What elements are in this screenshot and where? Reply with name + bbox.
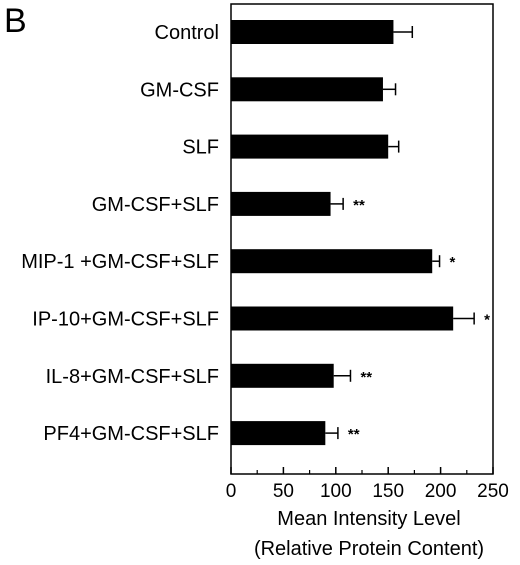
bars-group: ******** (231, 20, 490, 446)
x-axis-title: Mean Intensity Level (277, 508, 460, 530)
category-label: IP-10+GM-CSF+SLF (32, 309, 219, 331)
bar (231, 421, 326, 446)
bar (231, 20, 394, 44)
x-tick-label: 0 (226, 481, 237, 502)
significance-label: * (484, 312, 490, 329)
category-label: IL-8+GM-CSF+SLF (46, 366, 219, 388)
category-label: GM-CSF (140, 79, 219, 101)
category-label: GM-CSF+SLF (92, 194, 219, 216)
x-tick-label: 50 (273, 481, 294, 502)
x-tick-label: 150 (372, 481, 404, 502)
x-tick-label: 100 (320, 481, 352, 502)
x-axis-ticks-group: 0 50 100 150 200 250 (226, 467, 509, 502)
category-labels-group: Control GM-CSF SLF GM-CSF+SLF MIP-1 +GM-CSF+… (21, 22, 219, 445)
panel-label: B (4, 2, 27, 40)
bar (231, 249, 433, 274)
category-label: MIP-1 +GM-CSF+SLF (21, 251, 219, 273)
category-label: PF4+GM-CSF+SLF (43, 423, 219, 445)
significance-label: * (450, 254, 456, 271)
x-tick-label: 250 (477, 481, 509, 502)
category-label: Control (155, 22, 219, 44)
x-axis-subtitle: (Relative Protein Content) (254, 538, 484, 560)
bar (231, 191, 331, 216)
significance-label: ** (348, 426, 360, 443)
bar (231, 306, 454, 331)
significance-label: ** (353, 197, 365, 214)
plot-frame (230, 3, 494, 475)
bar (231, 77, 383, 102)
x-tick-label: 200 (425, 481, 457, 502)
bar (231, 134, 389, 159)
significance-label: ** (360, 369, 372, 386)
category-label: SLF (182, 137, 219, 159)
bar (231, 363, 334, 388)
